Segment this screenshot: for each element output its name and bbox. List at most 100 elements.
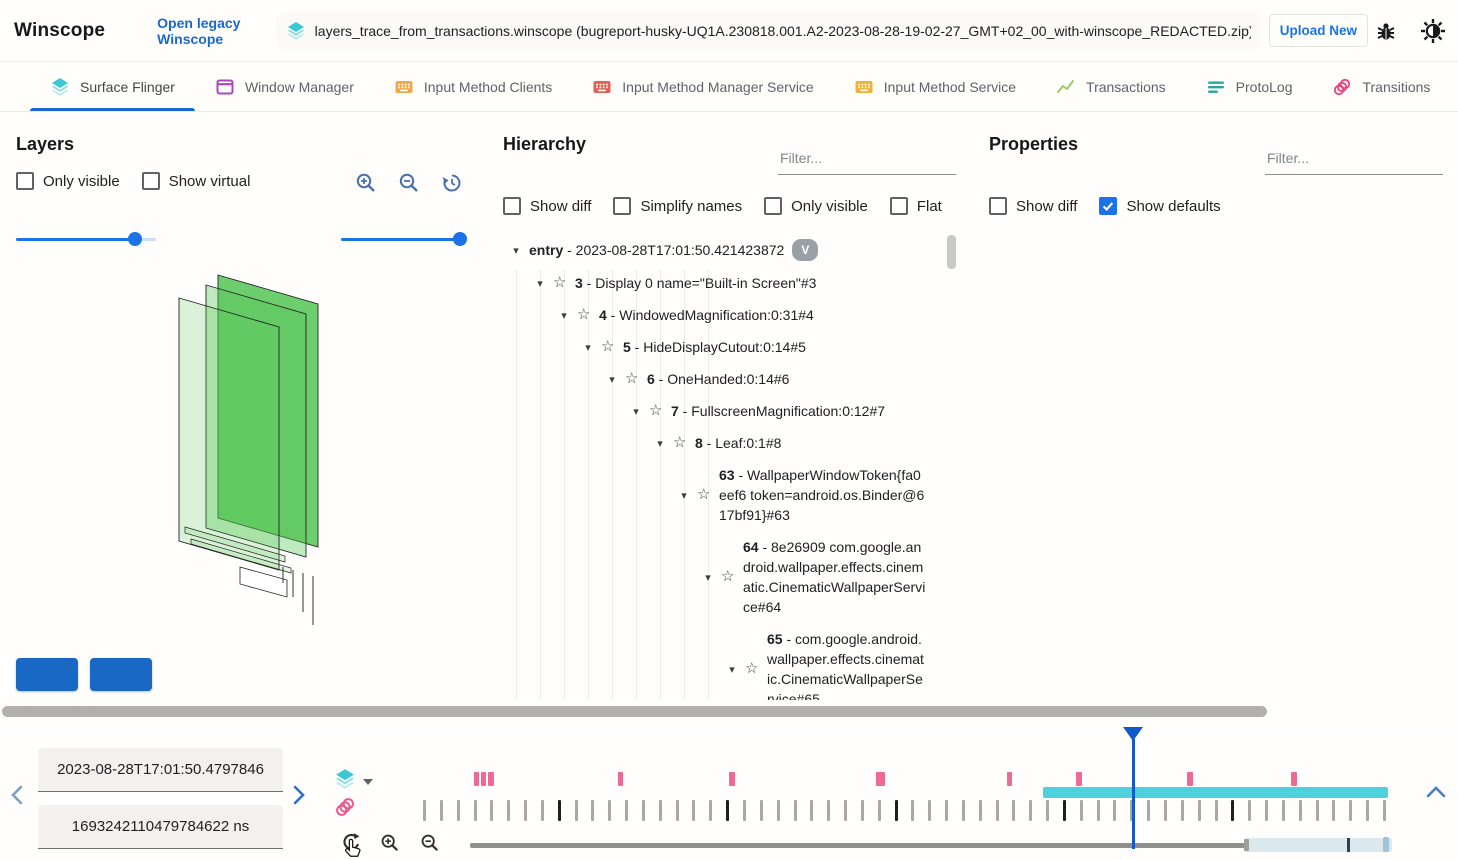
transition-mark[interactable]	[729, 772, 735, 786]
tree-node[interactable]: ▾ ☆ 3 - Display 0 name="Built-in Screen"#3	[509, 267, 943, 299]
display-button-4[interactable]	[90, 658, 152, 691]
tab-window-manager[interactable]: Window Manager	[195, 62, 374, 111]
hierarchy-checkbox-simplify-names[interactable]: Simplify names	[613, 197, 742, 215]
pin-star-icon[interactable]: ☆	[577, 306, 591, 323]
mouse-pointer-hand	[345, 838, 361, 857]
pin-star-icon[interactable]: ☆	[553, 274, 567, 291]
pin-star-icon[interactable]: ☆	[625, 370, 639, 387]
expander-chevron-icon[interactable]: ▾	[657, 437, 663, 450]
pin-star-icon[interactable]: ☆	[673, 434, 687, 451]
transition-mark[interactable]	[1187, 772, 1193, 786]
trace-file-chip: layers_trace_from_transactions.winscope …	[275, 11, 1261, 50]
tree-node[interactable]: ▾ ☆ 5 - HideDisplayCutout:0:14#5	[509, 331, 943, 363]
properties-filter-input[interactable]	[1265, 146, 1443, 175]
tree-node[interactable]: ▾ ☆ 7 - FullscreenMagnification:0:12#7	[509, 395, 943, 427]
expander-chevron-icon[interactable]: ▾	[585, 341, 591, 354]
transition-mark[interactable]	[488, 772, 494, 786]
tab-transitions[interactable]: Transitions	[1312, 62, 1450, 111]
properties-checkbox-show-diff[interactable]: Show diff	[989, 197, 1077, 215]
zoom-in-icon[interactable]	[355, 172, 377, 194]
expander-chevron-icon[interactable]: ▾	[705, 571, 711, 584]
transition-mark[interactable]	[1291, 772, 1297, 786]
timeline-zoom-out-icon[interactable]	[420, 833, 440, 853]
hierarchy-checkbox-row: Show diff Simplify names Only visible Flat	[503, 197, 942, 215]
transition-mark[interactable]	[474, 772, 479, 786]
open-legacy-winscope-link[interactable]: Open legacy Winscope	[157, 14, 241, 47]
hierarchy-checkbox-flat[interactable]: Flat	[889, 197, 942, 215]
expander-chevron-icon[interactable]: ▾	[681, 489, 687, 502]
transition-mark[interactable]	[1007, 772, 1012, 786]
expand-timeline-chevron[interactable]	[1426, 785, 1446, 799]
timeline-cursor-head[interactable]	[1123, 727, 1143, 741]
sf-entry-tick	[759, 800, 763, 821]
horizontal-scrollbar[interactable]	[2, 706, 1267, 717]
overview-right-handle[interactable]	[1383, 837, 1389, 852]
dark-mode-toggle-icon[interactable]	[1420, 18, 1446, 44]
transitions-trace-icon[interactable]	[334, 796, 356, 818]
trace-selector-caret-icon[interactable]	[362, 778, 374, 786]
layers-checkbox-only-visible[interactable]: Only visible	[16, 172, 120, 190]
slider-thumb[interactable]	[128, 232, 142, 246]
display-button-0[interactable]	[16, 658, 78, 691]
tab-input-method-manager-service[interactable]: Input Method Manager Service	[572, 62, 833, 111]
overview-left-handle[interactable]	[1244, 839, 1249, 851]
expander-chevron-icon[interactable]: ▾	[561, 309, 567, 322]
timeline-cursor-line[interactable]	[1131, 739, 1135, 849]
tab-surface-flinger[interactable]: Surface Flinger	[30, 62, 195, 111]
expander-chevron-icon[interactable]: ▾	[729, 663, 735, 676]
expander-chevron-icon[interactable]: ▾	[537, 277, 543, 290]
pin-star-icon[interactable]: ☆	[601, 338, 615, 355]
slider-thumb[interactable]	[452, 232, 467, 246]
upload-new-button[interactable]: Upload New	[1268, 14, 1368, 47]
sf-entry-tick	[557, 800, 561, 821]
pin-star-icon[interactable]: ☆	[745, 660, 759, 677]
transition-mark[interactable]	[1076, 772, 1082, 786]
overview-selection-region[interactable]	[1245, 838, 1392, 852]
pin-star-icon[interactable]: ☆	[721, 568, 735, 585]
expander-chevron-icon[interactable]: ▾	[609, 373, 615, 386]
timeline-zoom-in-icon[interactable]	[380, 833, 400, 853]
tab-input-method-service[interactable]: Input Method Service	[834, 62, 1036, 111]
tree-node[interactable]: ▾ ☆ 63 - WallpaperWindowToken{fa0eef6 toke…	[509, 459, 943, 531]
expander-chevron-icon[interactable]: ▾	[633, 405, 639, 418]
restore-view-icon[interactable]	[441, 172, 463, 194]
tree-node[interactable]: ▾ ☆ 4 - WindowedMagnification:0:31#4	[509, 299, 943, 331]
selected-time-input[interactable]	[38, 748, 283, 792]
tree-node[interactable]: ▾ entry - 2023-08-28T17:01:50.421423872 V	[509, 233, 943, 267]
zoom-out-icon[interactable]	[398, 172, 420, 194]
transition-mark[interactable]	[481, 772, 486, 786]
hierarchy-checkbox-show-diff[interactable]: Show diff	[503, 197, 591, 215]
layers-3d-view[interactable]	[0, 255, 487, 645]
tab-transactions[interactable]: Transactions	[1036, 62, 1186, 111]
tab-protolog[interactable]: ProtoLog	[1186, 62, 1313, 111]
timeline-overview-bar[interactable]	[470, 843, 1245, 848]
tree-node[interactable]: ▾ ☆ 8 - Leaf:0:1#8	[509, 427, 943, 459]
pin-star-icon[interactable]: ☆	[697, 486, 711, 503]
surface-flinger-trace-bar[interactable]	[1043, 787, 1388, 798]
selected-time-ns-input[interactable]	[38, 805, 283, 849]
surface-flinger-trace-icon[interactable]	[334, 768, 356, 790]
sf-entry-tick	[692, 800, 696, 821]
sf-entry-tick	[726, 800, 730, 821]
report-bug-icon[interactable]	[1374, 19, 1398, 43]
previous-entry-chevron[interactable]	[10, 785, 24, 805]
tree-node[interactable]: ▾ ☆ 6 - OneHanded:0:14#6	[509, 363, 943, 395]
tree-node[interactable]: ▾ ☆ 64 - 8e26909 com.google.android.wallpa…	[509, 531, 943, 623]
pin-star-icon[interactable]: ☆	[649, 402, 663, 419]
layers-checkbox-show-virtual[interactable]: Show virtual	[141, 172, 250, 190]
hierarchy-filter-input[interactable]	[778, 146, 956, 175]
next-entry-chevron[interactable]	[292, 785, 306, 805]
tree-node-label: 63 - WallpaperWindowToken{fa0eef6 token=…	[719, 467, 925, 523]
properties-checkbox-show-defaults[interactable]: Show defaults	[1099, 197, 1221, 215]
rotation-slider[interactable]	[16, 232, 156, 246]
transition-mark[interactable]	[876, 772, 885, 786]
transition-mark[interactable]	[618, 772, 623, 786]
spacing-slider[interactable]	[341, 232, 467, 246]
tab-input-method-clients[interactable]: Input Method Clients	[374, 62, 572, 111]
tree-node[interactable]: ▾ ☆ 65 - com.google.android.wallpaper.effe…	[509, 623, 943, 700]
sf-entry-tick	[978, 800, 982, 821]
hierarchy-checkbox-only-visible[interactable]: Only visible	[764, 197, 868, 215]
expander-chevron-icon[interactable]: ▾	[513, 244, 519, 257]
check-icon	[1103, 202, 1114, 212]
hierarchy-scrollbar[interactable]	[947, 235, 956, 269]
